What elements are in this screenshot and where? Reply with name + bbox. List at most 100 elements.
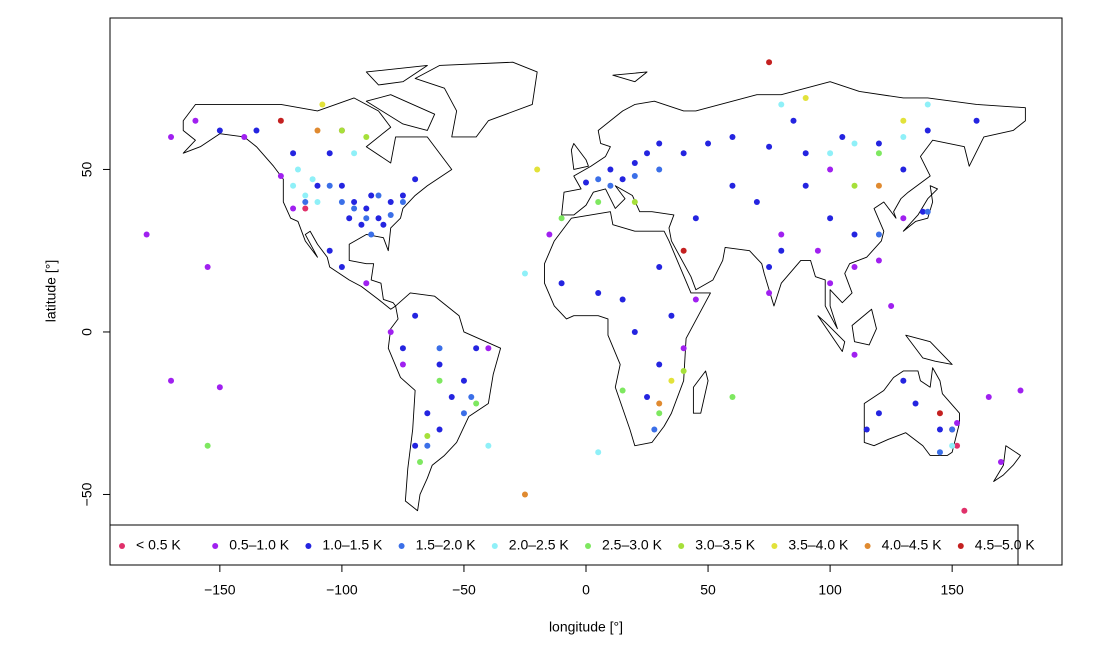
station-point	[607, 166, 614, 173]
coastline	[818, 309, 952, 364]
station-point	[790, 117, 797, 124]
station-point	[460, 410, 467, 417]
station-point	[619, 176, 626, 183]
station-point	[338, 182, 345, 189]
station-point	[949, 426, 956, 433]
station-point	[387, 328, 394, 335]
station-point	[216, 127, 223, 134]
coastline	[415, 62, 537, 137]
station-point	[314, 182, 321, 189]
station-point	[644, 393, 651, 400]
station-point	[778, 101, 785, 108]
x-tick-label: 0	[582, 582, 590, 598]
station-point	[290, 182, 297, 189]
legend-label: 4.5–5.0 K	[975, 537, 1036, 553]
y-tick-label: 0	[79, 328, 95, 336]
station-point	[277, 172, 284, 179]
station-point	[656, 410, 663, 417]
x-axis-label: longitude [°]	[549, 619, 623, 635]
legend-marker	[491, 543, 498, 549]
coastline	[562, 82, 1026, 329]
station-point	[863, 426, 870, 433]
station-point	[309, 176, 316, 183]
station-point	[631, 172, 638, 179]
station-point	[417, 458, 424, 465]
station-point	[326, 247, 333, 254]
station-point	[656, 166, 663, 173]
station-point	[651, 426, 658, 433]
station-point	[595, 449, 602, 456]
station-point	[338, 198, 345, 205]
station-point	[631, 198, 638, 205]
coastline	[545, 212, 711, 446]
y-axis-label: latitude [°]	[43, 260, 59, 322]
legend-marker	[585, 543, 591, 549]
station-point	[326, 182, 333, 189]
station-point	[631, 159, 638, 166]
station-point	[680, 247, 687, 254]
legend-label: 1.5–2.0 K	[416, 537, 477, 553]
station-point	[778, 231, 785, 238]
station-point	[399, 198, 406, 205]
x-tick-label: 100	[818, 582, 842, 598]
station-point	[1017, 387, 1024, 394]
station-point	[924, 127, 931, 134]
station-point	[912, 400, 919, 407]
station-point	[399, 345, 406, 352]
station-point	[436, 426, 443, 433]
station-point	[954, 442, 961, 449]
legend-label: 2.5–3.0 K	[602, 537, 663, 553]
legend-marker	[678, 543, 685, 549]
x-tick-label: 50	[700, 582, 716, 598]
station-point	[656, 263, 663, 270]
station-point	[900, 133, 907, 140]
station-point	[631, 328, 638, 335]
station-point	[705, 140, 712, 147]
station-point	[460, 377, 467, 384]
station-point	[314, 127, 321, 134]
station-point	[766, 263, 773, 270]
station-point	[839, 133, 846, 140]
station-point	[851, 263, 858, 270]
station-point	[399, 361, 406, 368]
station-point	[875, 182, 882, 189]
station-point	[875, 140, 882, 147]
station-point	[363, 280, 370, 287]
coastline	[693, 368, 1020, 482]
legend-marker	[771, 543, 778, 549]
station-point	[399, 192, 406, 199]
station-point	[619, 387, 626, 394]
station-point	[363, 205, 370, 212]
station-point	[766, 59, 773, 66]
station-point	[583, 179, 589, 186]
legend-marker	[957, 543, 964, 549]
station-point	[814, 247, 821, 254]
station-point	[827, 166, 834, 173]
legend-marker	[864, 543, 871, 549]
station-point	[204, 442, 211, 449]
station-point	[680, 367, 687, 374]
x-tick-label: 150	[940, 582, 964, 598]
station-point	[277, 117, 284, 124]
station-point	[253, 127, 260, 134]
station-point	[875, 257, 882, 264]
station-point	[302, 198, 309, 205]
legend-label: 2.0–2.5 K	[509, 537, 570, 553]
station-point	[827, 280, 834, 287]
station-point	[851, 140, 858, 147]
station-point	[851, 231, 858, 238]
coastline	[388, 293, 500, 511]
station-point	[436, 361, 443, 368]
legend-marker	[398, 543, 405, 549]
station-point	[294, 166, 301, 173]
station-point	[936, 449, 943, 456]
station-point	[919, 208, 926, 215]
station-point	[802, 150, 809, 157]
station-point	[192, 117, 199, 124]
station-point	[778, 247, 785, 254]
station-point	[985, 393, 992, 400]
station-point	[900, 166, 907, 173]
station-point	[875, 410, 882, 417]
station-point	[368, 231, 375, 238]
station-point	[436, 377, 443, 384]
